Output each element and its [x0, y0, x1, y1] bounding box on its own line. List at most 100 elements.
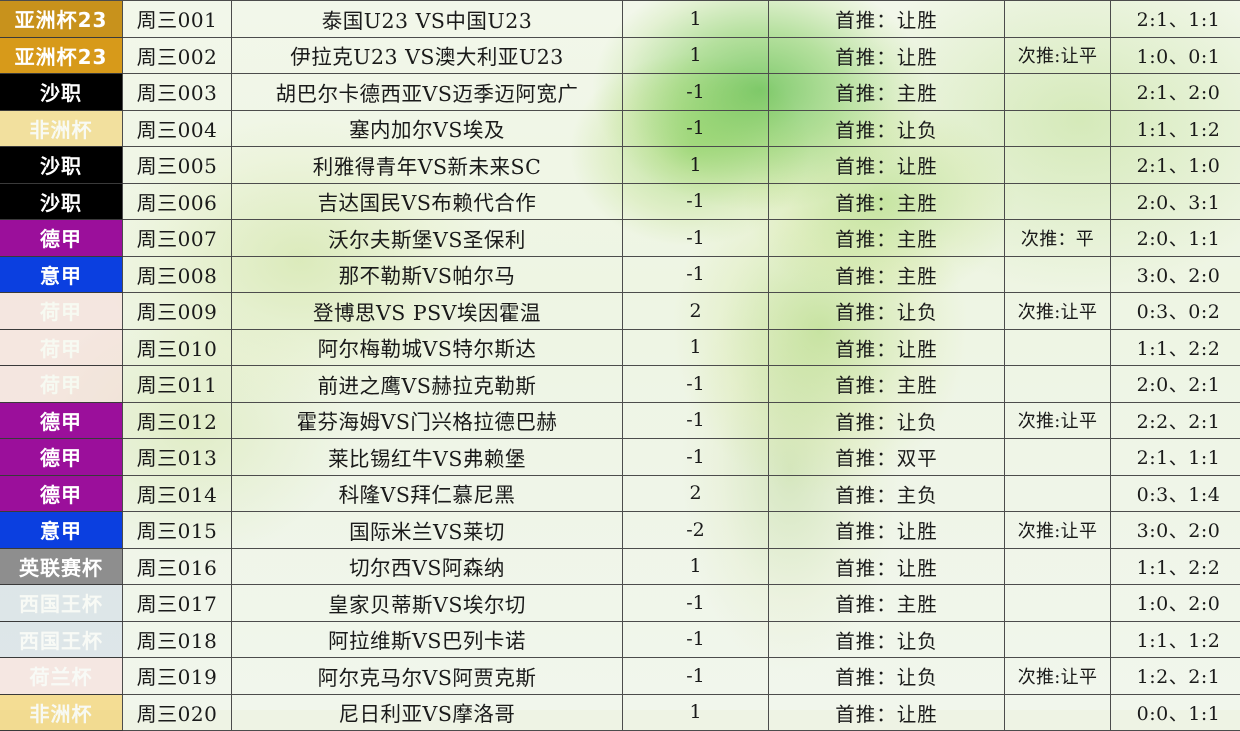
predicted-scores-cell: 2:0、2:1	[1111, 366, 1240, 403]
match-number-cell: 周三015	[123, 512, 232, 549]
primary-pick-cell: 首推：双平	[769, 439, 1005, 476]
league-badge: 英联赛杯	[0, 549, 122, 585]
league-badge: 沙职	[0, 74, 122, 110]
match-number-cell: 周三018	[123, 621, 232, 658]
secondary-pick-cell: 次推：平	[1005, 220, 1111, 257]
predicted-scores-cell: 1:1、1:2	[1111, 621, 1240, 658]
handicap-cell: -1	[623, 439, 769, 476]
secondary-pick-cell	[1005, 475, 1111, 512]
handicap-cell: 1	[623, 147, 769, 184]
league-badge-cell[interactable]: 意甲	[0, 256, 123, 293]
match-teams-cell: 尼日利亚VS摩洛哥	[232, 694, 623, 731]
primary-pick-cell: 首推：主胜	[769, 74, 1005, 111]
predicted-scores-cell: 3:0、2:0	[1111, 512, 1240, 549]
league-badge-cell[interactable]: 德甲	[0, 475, 123, 512]
match-teams-cell: 国际米兰VS莱切	[232, 512, 623, 549]
match-teams-cell: 科隆VS拜仁慕尼黑	[232, 475, 623, 512]
predicted-scores-cell: 2:1、1:0	[1111, 147, 1240, 184]
handicap-cell: 1	[623, 37, 769, 74]
league-badge-cell[interactable]: 荷兰杯	[0, 658, 123, 695]
secondary-pick-cell	[1005, 621, 1111, 658]
match-number-cell: 周三003	[123, 74, 232, 111]
league-badge: 德甲	[0, 220, 122, 256]
handicap-cell: -2	[623, 512, 769, 549]
handicap-cell: -1	[623, 402, 769, 439]
league-badge-cell[interactable]: 荷甲	[0, 293, 123, 330]
league-badge: 西国王杯	[0, 622, 122, 658]
primary-pick-cell: 首推：主胜	[769, 585, 1005, 622]
predicted-scores-cell: 1:2、2:1	[1111, 658, 1240, 695]
league-badge-cell[interactable]: 英联赛杯	[0, 548, 123, 585]
secondary-pick-cell	[1005, 366, 1111, 403]
predicted-scores-cell: 1:1、2:2	[1111, 548, 1240, 585]
match-number-cell: 周三005	[123, 147, 232, 184]
handicap-cell: -1	[623, 621, 769, 658]
primary-pick-cell: 首推：让负	[769, 621, 1005, 658]
league-badge-cell[interactable]: 荷甲	[0, 329, 123, 366]
league-badge-cell[interactable]: 意甲	[0, 512, 123, 549]
league-badge-cell[interactable]: 德甲	[0, 439, 123, 476]
predicted-scores-cell: 0:3、1:4	[1111, 475, 1240, 512]
match-teams-cell: 利雅得青年VS新未来SC	[232, 147, 623, 184]
league-badge-cell[interactable]: 德甲	[0, 402, 123, 439]
league-badge: 沙职	[0, 184, 122, 220]
league-badge-cell[interactable]: 亚洲杯23	[0, 37, 123, 74]
predicted-scores-cell: 2:2、2:1	[1111, 402, 1240, 439]
primary-pick-cell: 首推：主负	[769, 475, 1005, 512]
predicted-scores-cell: 0:0、1:1	[1111, 694, 1240, 731]
primary-pick-cell: 首推：让胜	[769, 147, 1005, 184]
league-badge-cell[interactable]: 西国王杯	[0, 621, 123, 658]
secondary-pick-cell	[1005, 548, 1111, 585]
league-badge: 荷甲	[0, 293, 122, 329]
league-badge-cell[interactable]: 非洲杯	[0, 694, 123, 731]
league-badge-cell[interactable]: 非洲杯	[0, 110, 123, 147]
secondary-pick-cell: 次推:让平	[1005, 402, 1111, 439]
predicted-scores-cell: 1:0、2:0	[1111, 585, 1240, 622]
secondary-pick-cell	[1005, 1, 1111, 38]
league-badge: 非洲杯	[0, 111, 122, 147]
league-badge-cell[interactable]: 沙职	[0, 147, 123, 184]
league-badge: 荷甲	[0, 330, 122, 366]
league-badge-cell[interactable]: 德甲	[0, 220, 123, 257]
secondary-pick-cell: 次推:让平	[1005, 293, 1111, 330]
secondary-pick-cell: 次推:让平	[1005, 658, 1111, 695]
handicap-cell: 1	[623, 329, 769, 366]
league-badge-cell[interactable]: 沙职	[0, 74, 123, 111]
secondary-pick-cell	[1005, 183, 1111, 220]
league-badge-cell[interactable]: 亚洲杯23	[0, 1, 123, 38]
handicap-cell: -1	[623, 585, 769, 622]
league-badge-cell[interactable]: 荷甲	[0, 366, 123, 403]
league-badge: 荷甲	[0, 366, 122, 402]
match-number-cell: 周三016	[123, 548, 232, 585]
match-number-cell: 周三017	[123, 585, 232, 622]
match-number-cell: 周三012	[123, 402, 232, 439]
handicap-cell: 1	[623, 1, 769, 38]
league-badge-cell[interactable]: 沙职	[0, 183, 123, 220]
league-badge-cell[interactable]: 西国王杯	[0, 585, 123, 622]
handicap-cell: -1	[623, 366, 769, 403]
league-badge: 德甲	[0, 476, 122, 512]
handicap-cell: 2	[623, 475, 769, 512]
primary-pick-cell: 首推：让胜	[769, 512, 1005, 549]
